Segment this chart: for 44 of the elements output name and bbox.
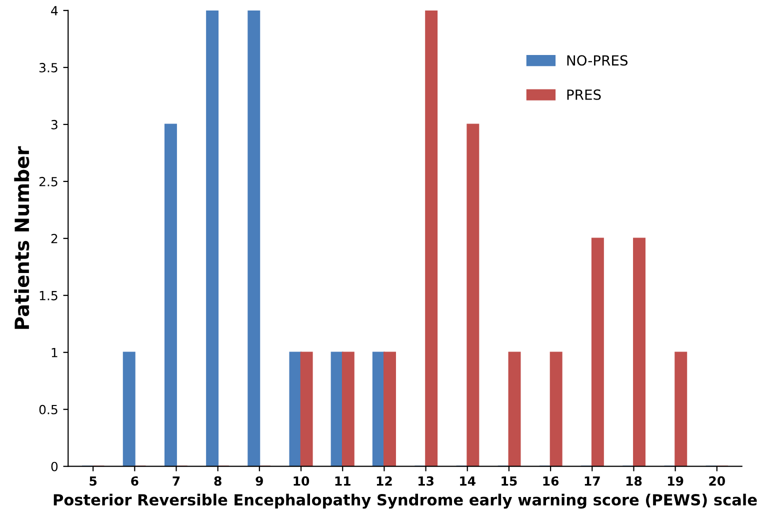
bar [508,352,521,466]
bar [300,352,313,466]
bar [550,352,562,466]
bar [674,352,688,466]
x-tick-label: 5 [90,476,97,486]
x-tick-label: 17 [584,476,600,486]
y-tick-label: 0.5 [39,404,58,414]
x-tick-label: 14 [460,476,476,486]
x-tick-label: 6 [131,476,138,486]
y-axis-title: Patients Number [14,146,30,329]
y-tick-label: 1 [52,348,58,358]
bar [122,352,136,466]
x-tick-label: 19 [668,476,684,486]
x-tick-label: 18 [626,476,642,486]
x-tick-label: 20 [709,476,726,486]
bar [206,10,219,466]
x-tick-label: 8 [214,476,222,486]
bar [384,352,396,466]
bar [591,238,604,466]
bar [342,352,354,466]
legend-label: PRES [567,89,601,100]
x-tick-label: 7 [172,476,180,486]
y-tick-label: 2 [51,234,58,244]
bar [466,124,480,466]
y-tick-label: 3.5 [39,62,58,72]
bar [425,10,438,466]
bar [289,352,302,466]
y-tick-label: 1.5 [40,291,58,300]
y-tick-label: 2.5 [39,176,58,186]
legend-label: NO-PRES [567,55,628,66]
x-tick-label: 16 [543,476,559,486]
x-tick-label: 12 [376,476,392,486]
bar [164,124,177,466]
x-tick-label: 13 [418,476,434,486]
bar [248,10,260,466]
bar [633,238,646,466]
x-tick-label: 10 [294,476,310,486]
x-tick-label: 9 [256,476,263,486]
x-tick-label: 15 [502,476,517,486]
x-axis-title: Posterior Reversible Encephalopathy Syndrome early warning score (PEWS) scale [54,494,757,509]
y-tick-label: 3 [51,120,58,130]
y-tick-label: 0 [51,462,58,472]
x-tick-label: 11 [335,476,350,486]
y-tick-label: 4 [51,6,58,16]
